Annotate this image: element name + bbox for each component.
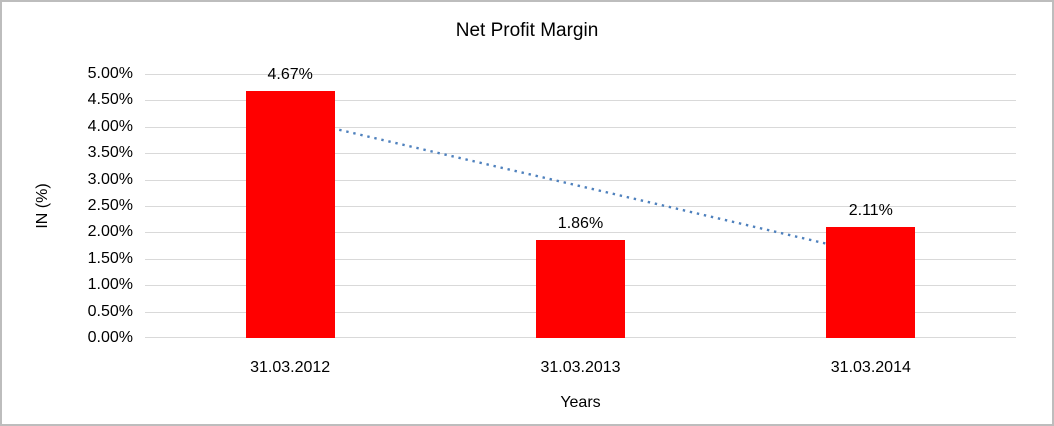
y-tick-label: 0.50% [87,302,133,320]
y-tick-label: 1.00% [87,276,133,294]
trendline-layer [289,117,872,256]
gridline [145,100,1016,102]
bar [245,91,335,338]
y-tick-label: 3.00% [87,170,133,188]
plot-area: 4.67% 1.86% 2.11% [145,66,1016,338]
x-tick-label: 31.03.2013 [540,359,621,376]
gridline [145,179,1016,181]
y-tick-label: 4.00% [87,117,133,135]
bar [536,239,625,338]
bar-value-label: 4.67% [267,66,313,84]
y-tick-label: 2.00% [87,223,133,241]
gridline [145,206,1016,207]
y-tick-label: 4.50% [87,91,133,109]
x-axis-tick-labels: 31.03.2012 31.03.2013 31.03.2014 [145,358,1016,378]
x-tick-label: 31.03.2014 [830,359,911,376]
y-tick-label: 5.00% [87,65,133,82]
bar-value-label: 1.86% [557,214,604,232]
gridline [145,126,1016,128]
y-tick-label: 3.50% [87,144,133,162]
gridline [145,232,1016,234]
y-axis-tick-labels: 0.00% 0.50% 1.00% 1.50% 2.00% 2.50% 3.00% 3.50%… [2,65,139,346]
y-tick-label: 0.00% [87,329,133,346]
x-tick-label: 31.03.2012 [250,359,331,376]
gridline [145,153,1016,155]
trendline [289,117,872,256]
y-tick-label: 2.50% [87,197,133,214]
chart-title: Net Profit Margin [455,20,599,41]
gridline [145,74,1016,75]
bar [826,226,916,338]
y-tick-label: 1.50% [87,249,133,267]
bar-value-label: 2.11% [848,201,893,219]
x-axis-title: Years [560,394,601,411]
